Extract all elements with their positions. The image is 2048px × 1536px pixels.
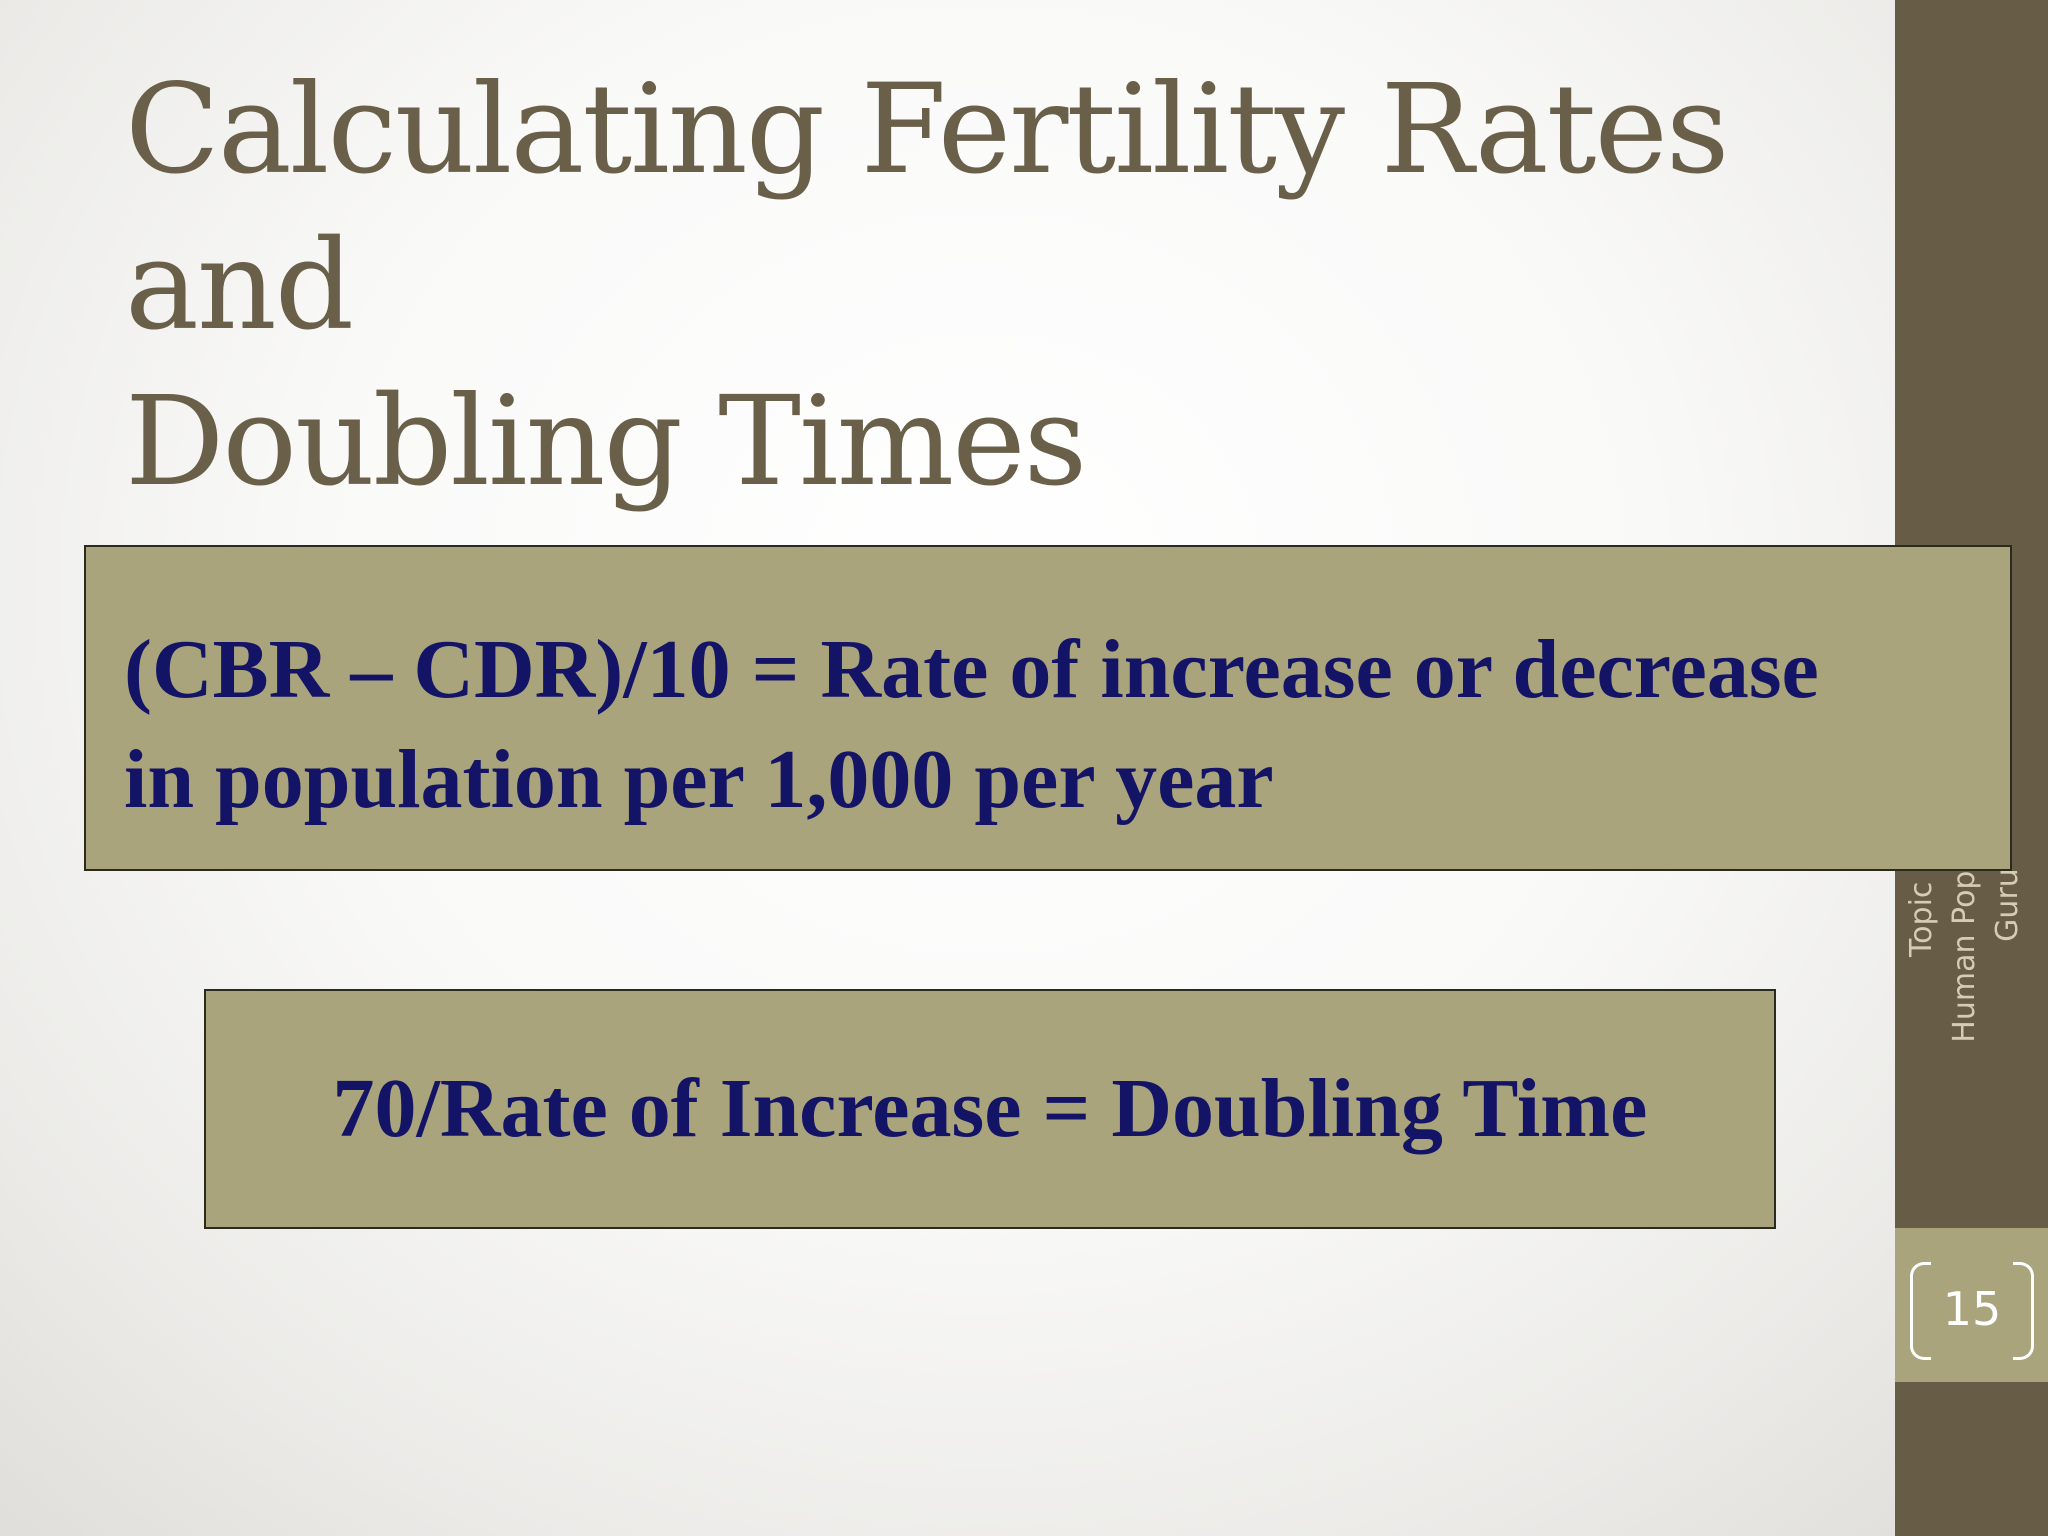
right-bracket-icon (2013, 1262, 2034, 1360)
formula-rate-line-2: in population per 1,000 per year (124, 733, 1274, 826)
formula-box-doubling-time: 70/Rate of Increase = Doubling Time (204, 989, 1776, 1229)
page-number: 15 (1942, 1282, 2002, 1336)
page-number-frame: 15 (1910, 1262, 2034, 1360)
formula-doubling-time: 70/Rate of Increase = Doubling Time (332, 1062, 1648, 1155)
formula-rate-line-1: (CBR – CDR)/10 = Rate of increase or dec… (124, 623, 1819, 716)
left-bracket-icon (1910, 1262, 1931, 1360)
slide-title-line-1: Calculating Fertility Rates and (125, 58, 1730, 358)
slide-title-line-2: Doubling Times (125, 370, 1087, 514)
slide-title: Calculating Fertility Rates and Doubling… (125, 52, 1825, 520)
formula-box-rate-of-increase: (CBR – CDR)/10 = Rate of increase or dec… (84, 545, 2012, 871)
formula-rate-of-increase: (CBR – CDR)/10 = Rate of increase or dec… (124, 615, 2044, 835)
